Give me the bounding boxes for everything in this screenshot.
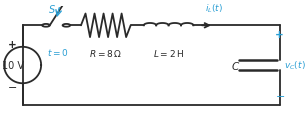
Text: $L = 2\,\mathrm{H}$: $L = 2\,\mathrm{H}$	[153, 47, 184, 58]
Circle shape	[42, 25, 50, 27]
Text: $-$: $-$	[7, 81, 18, 91]
Text: 10 V: 10 V	[2, 61, 24, 70]
Text: $C$: $C$	[231, 60, 240, 71]
Text: $i_L(t)$: $i_L(t)$	[205, 2, 223, 14]
Text: $v_C(t)$: $v_C(t)$	[284, 59, 306, 72]
Text: $t=0$: $t=0$	[47, 46, 68, 57]
Text: +: +	[8, 39, 17, 49]
Text: $R = 8\,\Omega$: $R = 8\,\Omega$	[89, 47, 122, 58]
Text: $S$: $S$	[48, 3, 56, 14]
Text: +: +	[275, 30, 284, 40]
Circle shape	[63, 25, 70, 27]
Text: $-$: $-$	[274, 89, 285, 99]
